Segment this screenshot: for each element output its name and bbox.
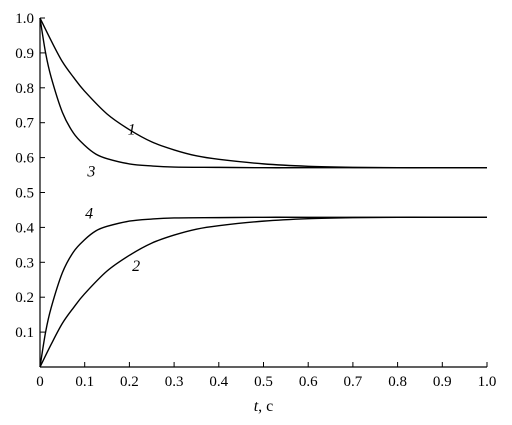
series-line-4: [39, 216, 487, 368]
y-tick-label: 0.1: [15, 325, 34, 341]
y-tick-label: 0.8: [15, 81, 34, 97]
y-tick-label: 0.4: [15, 220, 34, 236]
x-tick-label: 0.7: [344, 374, 363, 390]
x-tick-label: 0.9: [433, 374, 452, 390]
y-tick-label: 0.6: [15, 151, 34, 167]
curve-label-2: 2: [132, 258, 140, 275]
axes: [39, 18, 487, 368]
x-tick-label: 0.5: [254, 374, 273, 390]
curve-label-4: 4: [85, 205, 93, 222]
x-tick-label: 0.4: [209, 374, 228, 390]
series-line-3: [39, 17, 487, 169]
tick-labels: 0 0.1 0.2 0.3 0.4 0.5 0.6 0.7 0.8 0.9 1.0 0.1 0.2 0.3…: [15, 11, 496, 390]
curve-labels: 1 2 3 4: [85, 122, 140, 275]
y-tick-label: 0.7: [15, 116, 34, 132]
x-axis-title-unit: , c: [258, 398, 273, 415]
x-axis-title-variable: t: [254, 398, 259, 415]
curve-label-1: 1: [128, 122, 136, 139]
y-tick-label: 0.2: [15, 290, 34, 306]
x-tick-label: 0: [36, 374, 44, 390]
x-tick-label: 0.3: [165, 374, 184, 390]
y-tick-label: 0.9: [15, 46, 34, 62]
x-tick-label: 1.0: [478, 374, 497, 390]
series-line-1: [39, 17, 487, 169]
y-tick-label: 0.3: [15, 255, 34, 271]
curves: [39, 17, 487, 368]
x-tick-label: 0.1: [75, 374, 94, 390]
x-tick-label: 0.8: [388, 374, 407, 390]
x-tick-label: 0.2: [120, 374, 139, 390]
y-tick-label: 0.5: [15, 186, 34, 202]
x-tick-label: 0.6: [299, 374, 318, 390]
curve-label-3: 3: [86, 164, 95, 181]
y-tick-label: 1.0: [15, 11, 34, 27]
x-axis-title: t, c: [254, 398, 274, 415]
series-line-2: [39, 216, 487, 368]
ticks: [39, 17, 488, 367]
